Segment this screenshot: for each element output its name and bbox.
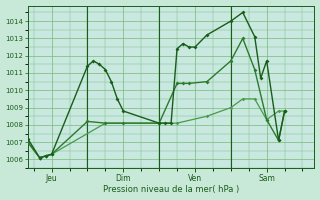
X-axis label: Pression niveau de la mer( hPa ): Pression niveau de la mer( hPa ) [103, 185, 239, 194]
